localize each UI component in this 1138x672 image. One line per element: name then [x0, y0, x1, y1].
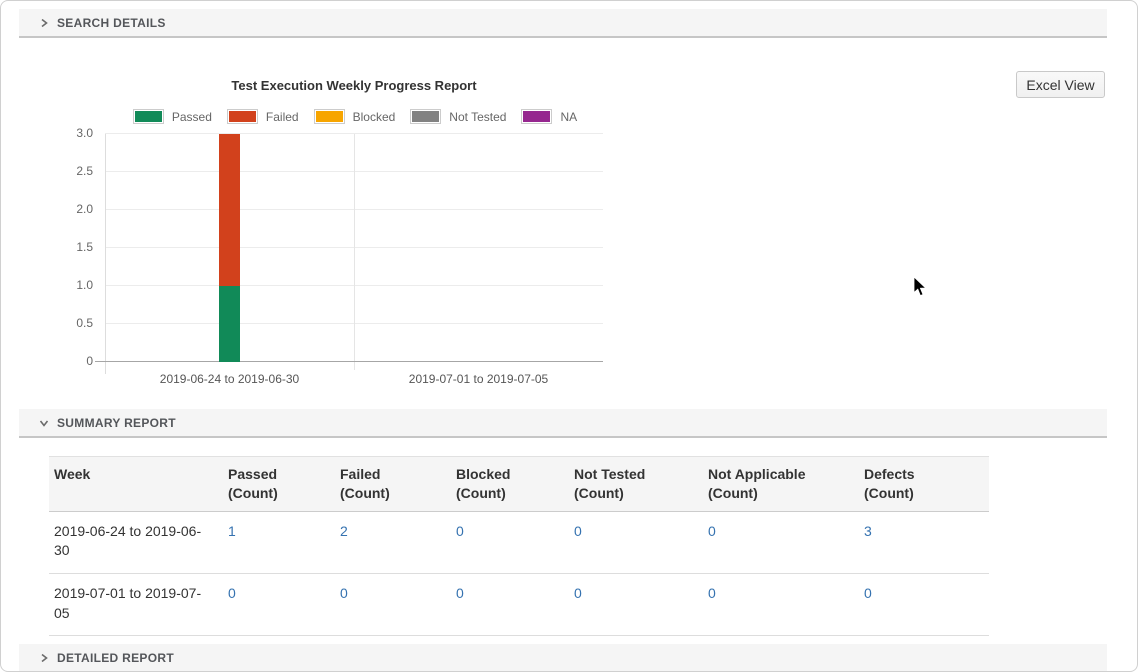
count-link[interactable]: 0	[228, 584, 236, 601]
count-link[interactable]: 2	[340, 522, 348, 539]
legend-item-not-tested: Not Tested	[410, 109, 506, 124]
chart-title: Test Execution Weekly Progress Report	[231, 78, 477, 93]
count-cell: 0	[703, 511, 859, 574]
legend-item-blocked: Blocked	[313, 109, 396, 124]
y-axis-tick-label: 1.5	[76, 240, 93, 254]
y-axis-tick-label: 2.5	[76, 164, 93, 178]
chevron-right-icon	[39, 653, 49, 663]
count-cell: 2	[335, 511, 451, 574]
mouse-cursor	[913, 276, 927, 303]
bar-segment-passed	[219, 286, 240, 362]
excel-view-button[interactable]: Excel View	[1016, 71, 1105, 98]
y-axis-tick-label: 1.0	[76, 278, 93, 292]
week-cell: 2019-06-24 to 2019-06-30	[49, 511, 223, 574]
legend-label: Passed	[171, 109, 212, 124]
legend-swatch	[410, 109, 442, 124]
x-axis-category-label: 2019-07-01 to 2019-07-05	[408, 372, 549, 386]
count-cell: 0	[859, 573, 989, 637]
section-label: SEARCH DETAILS	[57, 15, 166, 30]
y-axis-tick-label: 3.0	[76, 126, 93, 140]
count-cell: 0	[569, 573, 703, 637]
y-axis-tick-label: 0	[86, 354, 93, 368]
chart-plot-area	[95, 133, 603, 374]
count-link[interactable]: 0	[864, 584, 872, 601]
count-cell: 0	[451, 573, 569, 637]
count-link[interactable]: 0	[456, 522, 464, 539]
count-cell: 0	[703, 573, 859, 637]
legend-item-na: NA	[521, 109, 577, 124]
chart-legend: Passed Failed Blocked Not Tested NA	[45, 109, 665, 124]
count-cell: 0	[451, 511, 569, 574]
x-axis-line	[95, 361, 603, 362]
count-link[interactable]: 1	[228, 522, 236, 539]
legend-swatch	[226, 109, 258, 124]
count-cell: 0	[223, 573, 335, 637]
legend-swatch	[521, 109, 553, 124]
section-label: DETAILED REPORT	[57, 650, 174, 665]
count-link[interactable]: 0	[708, 522, 716, 539]
column-header: Not Tested (Count)	[569, 456, 703, 512]
count-cell: 3	[859, 511, 989, 574]
column-header: Failed (Count)	[335, 456, 451, 512]
count-link[interactable]: 0	[574, 584, 582, 601]
bar-segment-failed	[219, 134, 240, 286]
summary-report-table: Week Passed (Count) Failed (Count) Blocked (Co…	[49, 456, 989, 637]
count-link[interactable]: 0	[708, 584, 716, 601]
x-axis-category-label: 2019-06-24 to 2019-06-30	[159, 372, 300, 386]
column-header: Passed (Count)	[223, 456, 335, 512]
legend-item-failed: Failed	[226, 109, 299, 124]
legend-label: Blocked	[352, 109, 396, 124]
table-row: 2019-07-01 to 2019-07-05 0 0 0 0 0 0	[49, 573, 989, 637]
count-cell: 0	[569, 511, 703, 574]
gridline	[105, 133, 603, 134]
y-axis-line	[105, 134, 106, 374]
count-link[interactable]: 3	[864, 522, 872, 539]
week-cell: 2019-07-01 to 2019-07-05	[49, 573, 223, 637]
legend-swatch	[132, 109, 164, 124]
category-separator-line	[354, 134, 355, 370]
count-link[interactable]: 0	[456, 584, 464, 601]
table-header-row: Week Passed (Count) Failed (Count) Blocked (Co…	[49, 456, 989, 512]
count-cell: 0	[335, 573, 451, 637]
section-header-summary-report[interactable]: SUMMARY REPORT	[19, 409, 1107, 438]
section-label: SUMMARY REPORT	[57, 415, 176, 430]
chevron-right-icon	[39, 18, 49, 28]
legend-label: Failed	[265, 109, 299, 124]
legend-swatch	[313, 109, 345, 124]
count-cell: 1	[223, 511, 335, 574]
column-header: Not Applicable (Count)	[703, 456, 859, 512]
y-axis-tick-label: 0.5	[76, 316, 93, 330]
section-header-detailed-report[interactable]: DETAILED REPORT	[19, 644, 1107, 671]
section-header-search-details[interactable]: SEARCH DETAILS	[19, 9, 1107, 38]
column-header: Week	[49, 456, 223, 512]
count-link[interactable]: 0	[340, 584, 348, 601]
table-row: 2019-06-24 to 2019-06-30 1 2 0 0 0 3	[49, 511, 989, 574]
column-header: Defects (Count)	[859, 456, 989, 512]
chevron-down-icon	[39, 418, 49, 428]
legend-label: NA	[560, 109, 578, 124]
legend-label: Not Tested	[449, 109, 507, 124]
legend-item-passed: Passed	[132, 109, 212, 124]
y-axis-tick-label: 2.0	[76, 202, 93, 216]
count-link[interactable]: 0	[574, 522, 582, 539]
column-header: Blocked (Count)	[451, 456, 569, 512]
